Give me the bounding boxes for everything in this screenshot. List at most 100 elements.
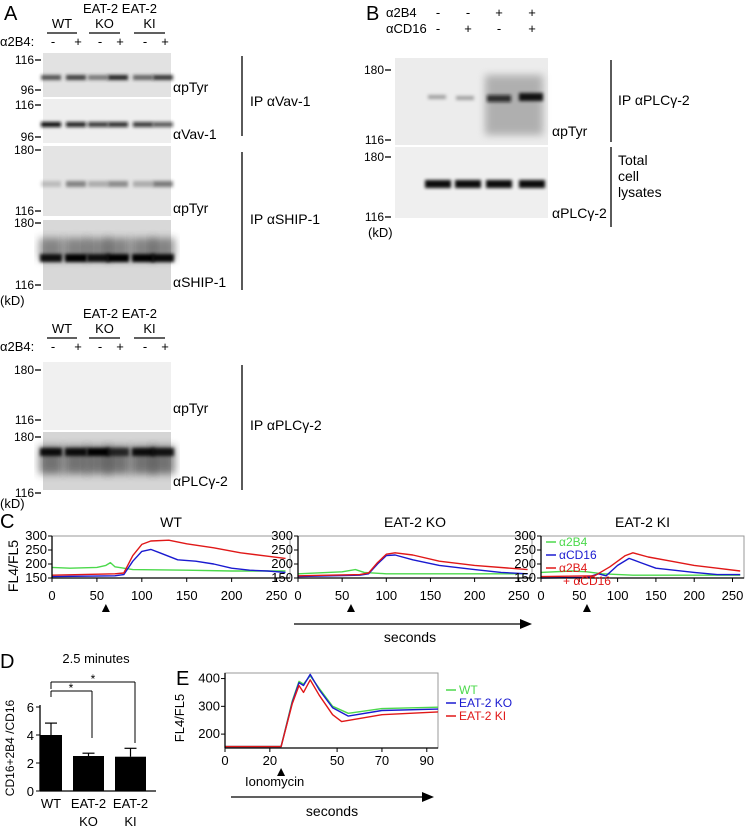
- blot-band: [519, 93, 543, 101]
- panel-label-b: B: [366, 3, 379, 25]
- subplot-title: EAT-2 KI: [615, 514, 670, 530]
- panel-label-a: A: [4, 3, 18, 25]
- blot-background: [43, 362, 171, 430]
- stimulus-arrowhead-icon: [101, 604, 110, 612]
- stimulus-arrowhead-icon: [277, 768, 286, 776]
- x-tick-label: 50: [572, 588, 586, 603]
- y-tick-label: 250: [514, 542, 536, 557]
- blot-band: [108, 75, 128, 80]
- lane-sign: +: [161, 339, 169, 354]
- mw-marker: 180: [14, 216, 34, 230]
- legend-label: αCD16: [559, 548, 597, 562]
- probe-label: αpTyr: [173, 400, 209, 416]
- ip-label: IP αPLCγ-2: [250, 417, 322, 433]
- blot-band: [66, 122, 86, 127]
- blot-b-ptyr: [395, 58, 548, 145]
- probe-label: αVav-1: [173, 126, 217, 142]
- y-tick-label: 200: [271, 556, 293, 571]
- blot-band: [65, 448, 87, 456]
- blot-band: [41, 122, 61, 127]
- blot-band: [40, 448, 62, 456]
- unit-label: (kD): [0, 496, 25, 511]
- blot-band: [153, 122, 173, 127]
- blot-band: [152, 448, 174, 456]
- genotype-label: KI: [143, 16, 155, 31]
- y-tick-label: 150: [514, 570, 536, 585]
- y-axis-label: FL4/FL5: [172, 694, 187, 742]
- blot-band: [41, 181, 61, 187]
- genotype-label: KO: [95, 16, 114, 31]
- probe-label: αpTyr: [173, 200, 209, 216]
- x-tick-label: 100: [375, 588, 397, 603]
- stimulus-arrowhead-icon: [582, 604, 591, 612]
- series-line-blue: [297, 554, 528, 578]
- category-label: KI: [124, 814, 136, 829]
- x-tick-label: 50: [330, 753, 344, 768]
- genotype-label: WT: [52, 321, 72, 336]
- mw-marker: 180: [14, 143, 34, 157]
- blot-band: [66, 181, 86, 187]
- probe-label: αPLCγ-2: [173, 473, 228, 489]
- probe-label: αPLCγ-2: [552, 205, 607, 221]
- treatment-label: α2B4:: [0, 34, 34, 49]
- subplot-title: WT: [160, 514, 182, 530]
- series-line-red: [297, 552, 528, 577]
- x-tick-label: 250: [722, 588, 744, 603]
- x-axis-label: seconds: [306, 803, 358, 819]
- blot-band: [88, 181, 108, 187]
- blot-ship: [39, 220, 175, 290]
- x-tick-label: 200: [464, 588, 486, 603]
- mw-marker: 116: [15, 204, 34, 218]
- treatment-label: α2B4: [386, 5, 417, 20]
- mw-marker: 96: [21, 130, 35, 144]
- blot-ship-ptyr: [41, 146, 173, 216]
- mw-marker: 116: [15, 278, 34, 292]
- x-tick-label: 150: [645, 588, 667, 603]
- blot-band: [108, 181, 128, 187]
- lysate-label: cell: [618, 168, 639, 184]
- lane-sign: -: [436, 21, 440, 36]
- blot-band: [107, 254, 129, 262]
- treatment-label: αCD16: [386, 21, 427, 36]
- series-line-green: [540, 570, 741, 576]
- blot-vav: [41, 99, 173, 143]
- blot-vav-ptyr: [41, 53, 173, 97]
- unit-label: (kD): [0, 293, 25, 308]
- legend-label: WT: [459, 683, 478, 697]
- x-tick-label: 200: [221, 588, 243, 603]
- subplot-title: EAT-2 KO: [384, 514, 446, 530]
- y-axis-label: FL4/FL5: [5, 540, 21, 592]
- genotype-label: KO: [95, 321, 114, 336]
- x-tick-label: 200: [683, 588, 705, 603]
- blot-band: [485, 75, 543, 135]
- blot-band: [40, 254, 62, 262]
- bar: [40, 735, 62, 791]
- y-tick-label: 250: [271, 542, 293, 557]
- genotype-header: EAT-2 EAT-2: [83, 306, 157, 321]
- blot-band: [153, 181, 173, 187]
- blot-band: [88, 122, 108, 127]
- blot-plcg: [39, 432, 175, 490]
- y-tick-label: 150: [25, 570, 47, 585]
- y-tick-label: 200: [514, 556, 536, 571]
- x-tick-label: 250: [266, 588, 288, 603]
- blot-band: [133, 181, 153, 187]
- blot-band: [519, 180, 545, 188]
- blot-band: [456, 96, 474, 100]
- series-line-green: [225, 675, 439, 748]
- lane-sign: -: [436, 5, 440, 20]
- blot-band: [107, 448, 129, 456]
- x-tick-label: 150: [176, 588, 198, 603]
- lane-sign: -: [51, 34, 55, 49]
- y-tick-label: 2: [27, 756, 34, 771]
- mw-marker: 180: [364, 150, 384, 164]
- probe-label: αpTyr: [173, 79, 209, 95]
- y-tick-label: 4: [27, 728, 34, 743]
- genotype-header: EAT-2 EAT-2: [83, 1, 157, 16]
- x-tick-label: 0: [48, 588, 55, 603]
- mw-marker: 116: [365, 133, 384, 147]
- y-tick-label: 200: [198, 726, 220, 741]
- x-tick-label: 0: [537, 588, 544, 603]
- blot-band: [88, 75, 108, 80]
